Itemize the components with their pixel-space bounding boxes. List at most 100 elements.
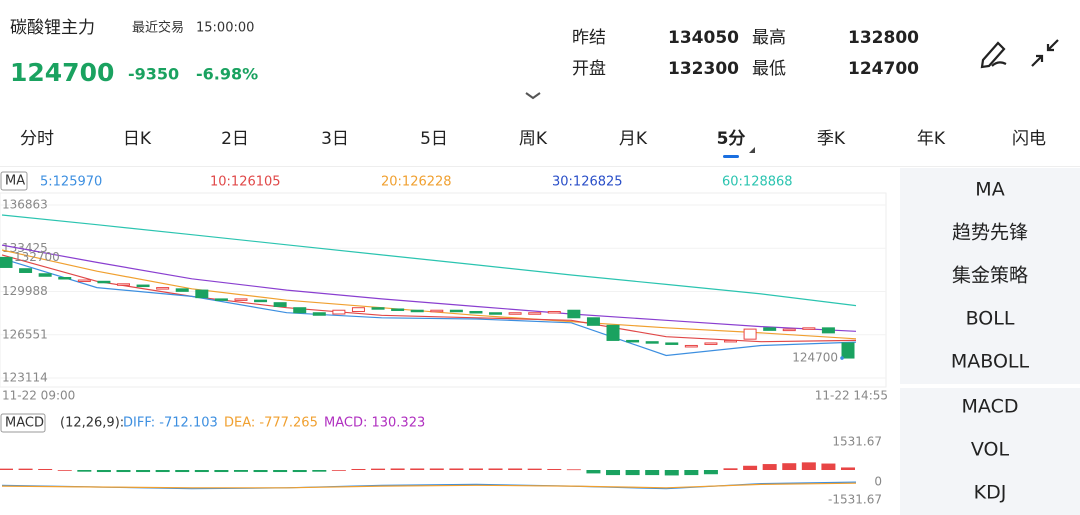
indicator-option[interactable]: MACD [962, 396, 1019, 418]
macd-bar [273, 470, 288, 473]
tab[interactable]: 日K [123, 129, 152, 149]
candle-body [430, 309, 444, 313]
tab-dropdown [749, 147, 755, 153]
macd-bar [488, 468, 503, 470]
macd-bar [136, 470, 151, 473]
side-panel [900, 168, 1080, 515]
stat-label: 最低 [752, 59, 786, 79]
macd-bar [96, 470, 111, 473]
expand-chevron[interactable] [525, 92, 541, 100]
indicator-option[interactable]: 趋势先锋 [952, 222, 1028, 244]
macd-bar [782, 463, 797, 470]
stat-value: 132800 [848, 28, 919, 48]
candle-body [214, 298, 228, 301]
candle-body [606, 324, 620, 341]
edit-icon[interactable] [980, 41, 1007, 69]
candle-body [175, 288, 189, 292]
candle-body [763, 327, 777, 331]
macd-bar [312, 470, 327, 472]
macd-bar [155, 470, 170, 473]
indicator-option[interactable]: VOL [971, 439, 1010, 461]
macd-bar [821, 463, 836, 470]
change-pct: -6.98% [196, 65, 258, 84]
candle-body [391, 308, 405, 311]
candle-body [626, 339, 640, 343]
candle-body [665, 342, 679, 345]
tab[interactable]: 月K [619, 129, 648, 149]
macd-bar [703, 470, 718, 475]
macd-bar [253, 470, 268, 473]
price: 124700 [10, 58, 114, 87]
change: -9350 [128, 65, 179, 84]
candle-body [195, 289, 209, 299]
tab[interactable]: 2日 [221, 129, 249, 149]
tab[interactable]: 季K [817, 129, 846, 149]
indicator-line [1, 249, 857, 340]
last-trade-time: 15:00:00 [196, 21, 254, 36]
indicator-name: MACD [5, 416, 44, 431]
candle-body [273, 302, 287, 307]
stat-value: 134050 [668, 28, 739, 48]
indicator-option[interactable]: KDJ [974, 482, 1007, 504]
tab[interactable]: 闪电 [1012, 129, 1046, 149]
y-tick-label: 0 [874, 475, 882, 489]
candle-body [77, 279, 91, 283]
candle-body [97, 280, 111, 284]
tab[interactable]: 5日 [420, 129, 448, 149]
candle-body [19, 268, 33, 273]
candle-body [449, 309, 463, 313]
candle-body [743, 328, 757, 340]
candle-body [547, 310, 561, 314]
tab[interactable]: 周K [519, 129, 548, 149]
macd-bar [684, 470, 699, 476]
candle-body [567, 309, 581, 319]
indicator-option[interactable]: MA [975, 179, 1004, 201]
indicator-option[interactable]: 集金策略 [952, 265, 1028, 287]
macd-bar [743, 465, 758, 470]
legend-entry: 20:126228 [381, 175, 452, 190]
macd-bar [194, 470, 209, 473]
macd-bar [527, 468, 542, 470]
high-annotation: 132700 [14, 250, 60, 264]
candle-body [704, 342, 718, 345]
macd-bar [77, 470, 92, 472]
indicator-box [0, 171, 28, 191]
tab[interactable]: 年K [917, 129, 946, 149]
macd-bar [723, 468, 738, 470]
macd-bar [116, 470, 131, 473]
candle-body [254, 299, 268, 303]
side-separator [900, 384, 1080, 388]
tab[interactable]: 3日 [321, 129, 349, 149]
candle-body [508, 312, 522, 315]
candle-body [332, 309, 346, 315]
macd-bar [0, 468, 13, 470]
legend-entry: DIFF: -712.103 [123, 416, 218, 431]
stat-label: 昨结 [572, 28, 606, 48]
collapse-icon[interactable] [1031, 39, 1059, 67]
macd-bar [566, 469, 581, 471]
macd-bar [606, 470, 621, 476]
indicator-box [0, 413, 46, 433]
candle-body [821, 327, 835, 334]
legend-entry: 30:126825 [552, 175, 623, 190]
macd-bar [410, 468, 425, 470]
macd-bar [292, 470, 307, 473]
candle-body [156, 287, 170, 290]
macd-bar [18, 468, 33, 470]
macd-bar [38, 468, 53, 470]
indicator-option[interactable]: BOLL [966, 308, 1015, 330]
y-tick-label: 1531.67 [832, 435, 882, 449]
tab[interactable]: 分时 [20, 129, 54, 149]
y-tick-label: -1531.67 [828, 493, 882, 507]
candle-body [410, 309, 424, 313]
candle-body [351, 307, 365, 312]
candle-body [58, 277, 72, 280]
tab[interactable]: 5分 [717, 129, 746, 149]
candle-body [489, 312, 503, 315]
macd-bar [390, 468, 405, 470]
macd-bar [841, 467, 855, 470]
indicator-option[interactable]: MABOLL [951, 351, 1030, 373]
legend-entry: 60:128868 [722, 175, 793, 190]
candle-body [469, 310, 483, 314]
